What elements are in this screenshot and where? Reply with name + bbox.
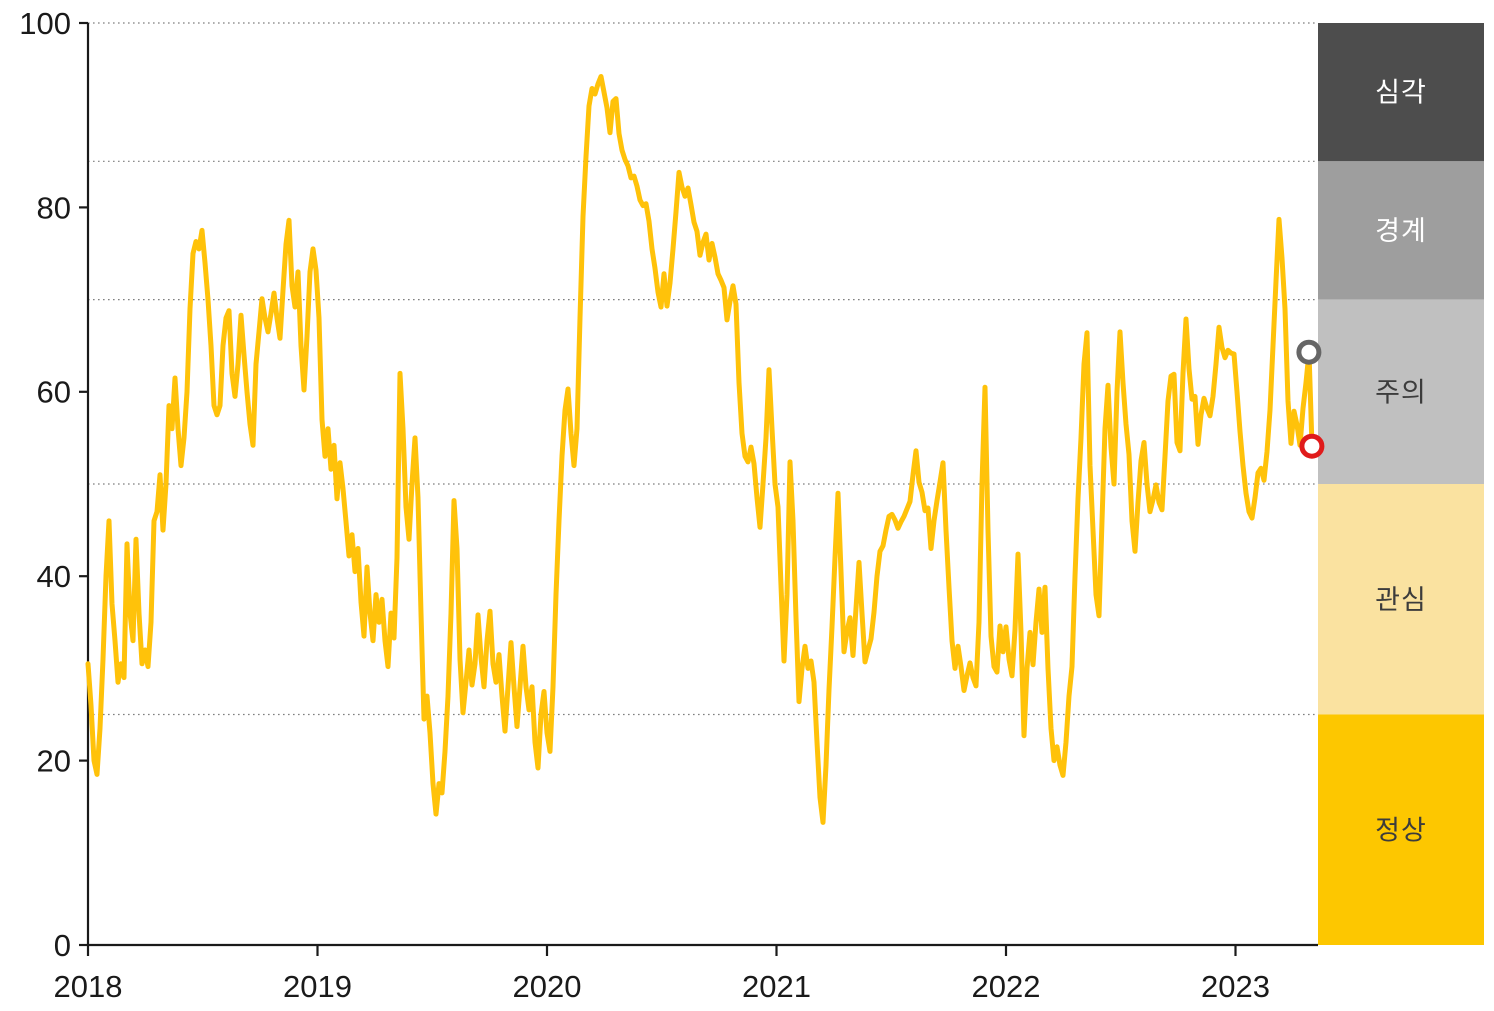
zone-caution <box>1318 299 1484 484</box>
y-tick-label-100: 100 <box>19 6 71 41</box>
y-tick-label-20: 20 <box>37 743 71 778</box>
x-tick-label-2022: 2022 <box>972 969 1041 1004</box>
x-tick-label-2023: 2023 <box>1201 969 1270 1004</box>
zone-label-caution: 주의 <box>1375 377 1427 407</box>
y-tick-label-60: 60 <box>37 375 71 410</box>
x-tick-label-2021: 2021 <box>742 969 811 1004</box>
zone-label-normal: 정상 <box>1375 815 1427 845</box>
y-tick-label-80: 80 <box>37 190 71 225</box>
zone-alert <box>1318 161 1484 300</box>
zone-severe <box>1318 23 1484 162</box>
y-tick-label-40: 40 <box>37 559 71 594</box>
zone-label-attention: 관심 <box>1375 585 1427 615</box>
zone-normal <box>1318 714 1484 945</box>
previous-high-marker <box>1296 339 1322 365</box>
x-tick-label-2019: 2019 <box>283 969 352 1004</box>
axes: 0 20 40 60 80 100 2018 2019 2020 2021 2022 2023 <box>19 6 1318 1004</box>
y-tick-label-0: 0 <box>54 928 71 963</box>
zone-label-alert: 경계 <box>1375 216 1427 246</box>
x-tick-label-2018: 2018 <box>54 969 123 1004</box>
index-series-line <box>85 74 1315 825</box>
zone-label-severe: 심각 <box>1375 78 1427 108</box>
latest-point-marker <box>1299 433 1325 459</box>
zone-attention <box>1318 484 1484 715</box>
x-tick-label-2020: 2020 <box>513 969 582 1004</box>
